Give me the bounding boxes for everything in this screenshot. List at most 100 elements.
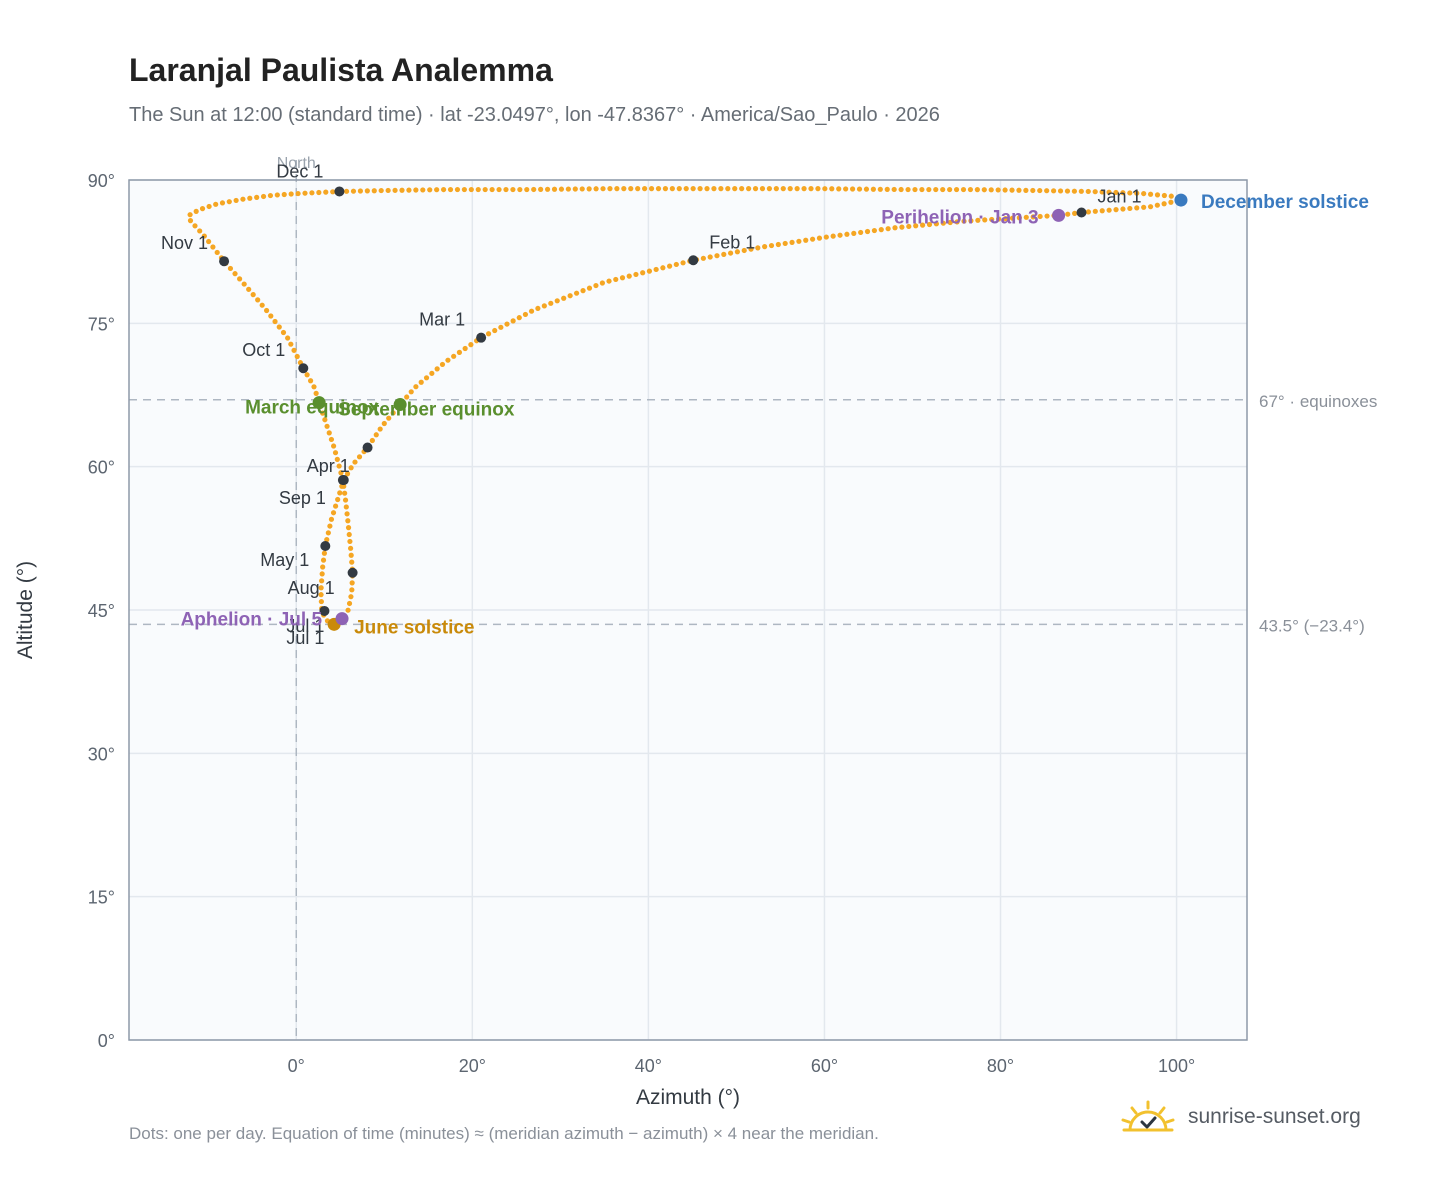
day-dot [331,443,337,449]
month-label: Apr 1 [307,456,350,476]
x-tick-label: 80° [987,1056,1014,1076]
day-dot [489,186,495,193]
day-dot [593,282,599,289]
day-dot [528,308,535,314]
day-dot [342,497,349,503]
y-tick-label: 90° [88,171,115,191]
month-marker [320,540,331,551]
day-dot [1127,190,1133,196]
day-dot [822,186,828,192]
day-dot [219,200,226,206]
day-dot [640,270,646,276]
day-dot [325,530,331,536]
x-axis-ticks: 0° 20° 40° 60° 80° 100° [288,1056,1196,1076]
day-dot [1168,199,1174,205]
day-dot [1147,191,1154,197]
event-label: March equinox [245,398,380,419]
day-dot [334,456,340,462]
day-dot [877,186,883,192]
month-label: Mar 1 [419,310,465,330]
day-dot [214,249,220,256]
day-dot [635,186,641,192]
day-dot [912,186,918,193]
day-dot [1023,187,1029,193]
day-dot [796,238,802,244]
day-dot [707,254,713,260]
day-dot [1147,204,1154,210]
day-dot [579,186,585,192]
day-dot [318,598,324,605]
day-dot [1120,190,1126,196]
day-dot [320,557,327,563]
day-dot [739,186,745,192]
day-dot [1092,208,1098,214]
day-dot [1016,215,1022,221]
day-dot [369,437,375,444]
day-dot [531,186,537,193]
brand-name[interactable]: sunrise-sunset.org [1188,1105,1361,1128]
y-tick-label: 30° [88,744,115,764]
day-dot [535,305,541,312]
chart-title: Laranjal Paulista Analemma [129,52,553,88]
day-dot [445,357,451,363]
day-dot [246,286,252,292]
day-dot [794,186,800,192]
day-dot [1134,190,1140,196]
event-label: Perihelion · Jan 3 [881,207,1038,228]
day-dot [197,228,203,234]
day-dot [673,261,679,268]
event-label: September equinox [338,400,515,421]
day-dot [330,189,336,195]
day-dot [332,450,339,456]
day-dot [633,271,639,278]
event-label: Aphelion · Jul 5 [181,610,323,631]
day-dot [281,191,287,198]
month-marker [334,186,345,197]
day-dot [288,341,294,347]
day-dot [1106,207,1112,213]
reference-line-label: 43.5° (−23.4°) [1259,616,1365,635]
day-dot [347,538,353,545]
day-dot [613,276,619,283]
day-dot [599,280,605,286]
day-dot [864,228,871,235]
day-dot [1154,202,1160,208]
day-dot [1023,214,1029,220]
day-dot [646,268,653,274]
day-dot [746,186,752,192]
day-dot [320,564,326,570]
day-dot [1030,214,1036,220]
event-marker [1174,193,1188,207]
day-dot [343,188,350,194]
day-dot [809,236,816,242]
day-dot [1113,207,1119,213]
day-dot [352,459,358,465]
day-dot [1072,210,1078,216]
day-dot [345,525,352,531]
day-dot [1057,188,1064,194]
day-dot [815,186,821,192]
day-dot [919,186,925,193]
day-dot [541,303,547,309]
day-dot [1002,215,1009,222]
day-dot [343,504,349,510]
day-dot [247,195,253,201]
day-dot [337,490,343,496]
day-dot [676,186,682,192]
day-dot [851,230,857,236]
day-dot [344,471,351,477]
day-dot [206,238,212,245]
day-dot [885,226,891,232]
day-dot [498,324,504,330]
day-dot [461,186,467,193]
day-dot [989,216,995,223]
day-dot [344,511,350,517]
day-dot [295,190,301,197]
day-dot [447,186,454,193]
month-marker [347,567,358,578]
day-dot [573,290,580,296]
day-dot [565,186,571,192]
y-axis-ticks: 0° 15° 30° 45° 60° 75° 90° [88,171,115,1051]
day-dot [326,430,332,436]
brand-logo[interactable]: sunrise-sunset.org [1120,1100,1361,1134]
